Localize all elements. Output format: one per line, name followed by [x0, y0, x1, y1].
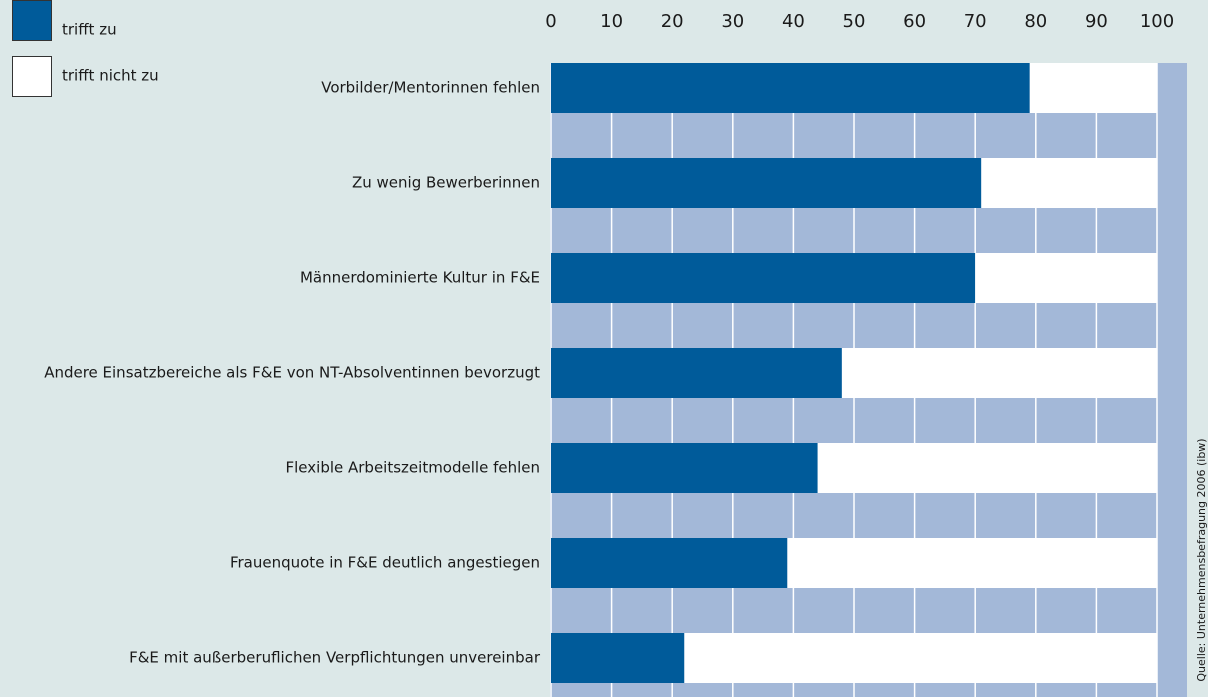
x-tick-label: 20	[661, 11, 684, 32]
bar	[975, 253, 1157, 303]
x-tick-label: 30	[721, 11, 744, 32]
bar	[981, 158, 1157, 208]
legend-swatch	[12, 56, 52, 97]
x-tick-label: 40	[782, 11, 805, 32]
x-tick-label: 80	[1024, 11, 1047, 32]
bar	[551, 538, 788, 588]
x-tick-label: 90	[1085, 11, 1108, 32]
bar	[551, 63, 1030, 113]
x-tick-label: 10	[600, 11, 623, 32]
bar	[684, 633, 1157, 683]
bar	[551, 633, 685, 683]
bar	[551, 158, 982, 208]
source: Quelle: Unternehmensbefragung 2006 (ibw)	[1195, 438, 1208, 681]
category-label: Andere Einsatzbereiche als F&E von NT-Ab…	[44, 364, 540, 382]
category-label: Zu wenig Bewerberinnen	[352, 174, 540, 192]
x-tick-label: 70	[964, 11, 987, 32]
bar	[551, 253, 976, 303]
legend-label: trifft nicht zu	[62, 67, 159, 85]
x-tick-label: 60	[903, 11, 926, 32]
x-tick-label: 50	[843, 11, 866, 32]
bar	[551, 348, 842, 398]
bar	[817, 443, 1157, 493]
bar	[787, 538, 1157, 588]
bar	[551, 443, 818, 493]
x-tick-label: 0	[545, 11, 556, 32]
category-label: Männerdominierte Kultur in F&E	[300, 269, 540, 287]
category-label: Vorbilder/Mentorinnen fehlen	[321, 79, 540, 97]
bar	[841, 348, 1157, 398]
x-tick-label: 100	[1140, 11, 1174, 32]
category-label: Flexible Arbeitszeitmodelle fehlen	[286, 459, 540, 477]
category-label: F&E mit außerberuflichen Verpflichtungen…	[129, 649, 541, 667]
category-label: Frauenquote in F&E deutlich angestiegen	[230, 554, 540, 572]
bar	[1029, 63, 1157, 113]
legend-swatch	[12, 0, 52, 41]
legend-label: trifft zu	[62, 21, 117, 39]
